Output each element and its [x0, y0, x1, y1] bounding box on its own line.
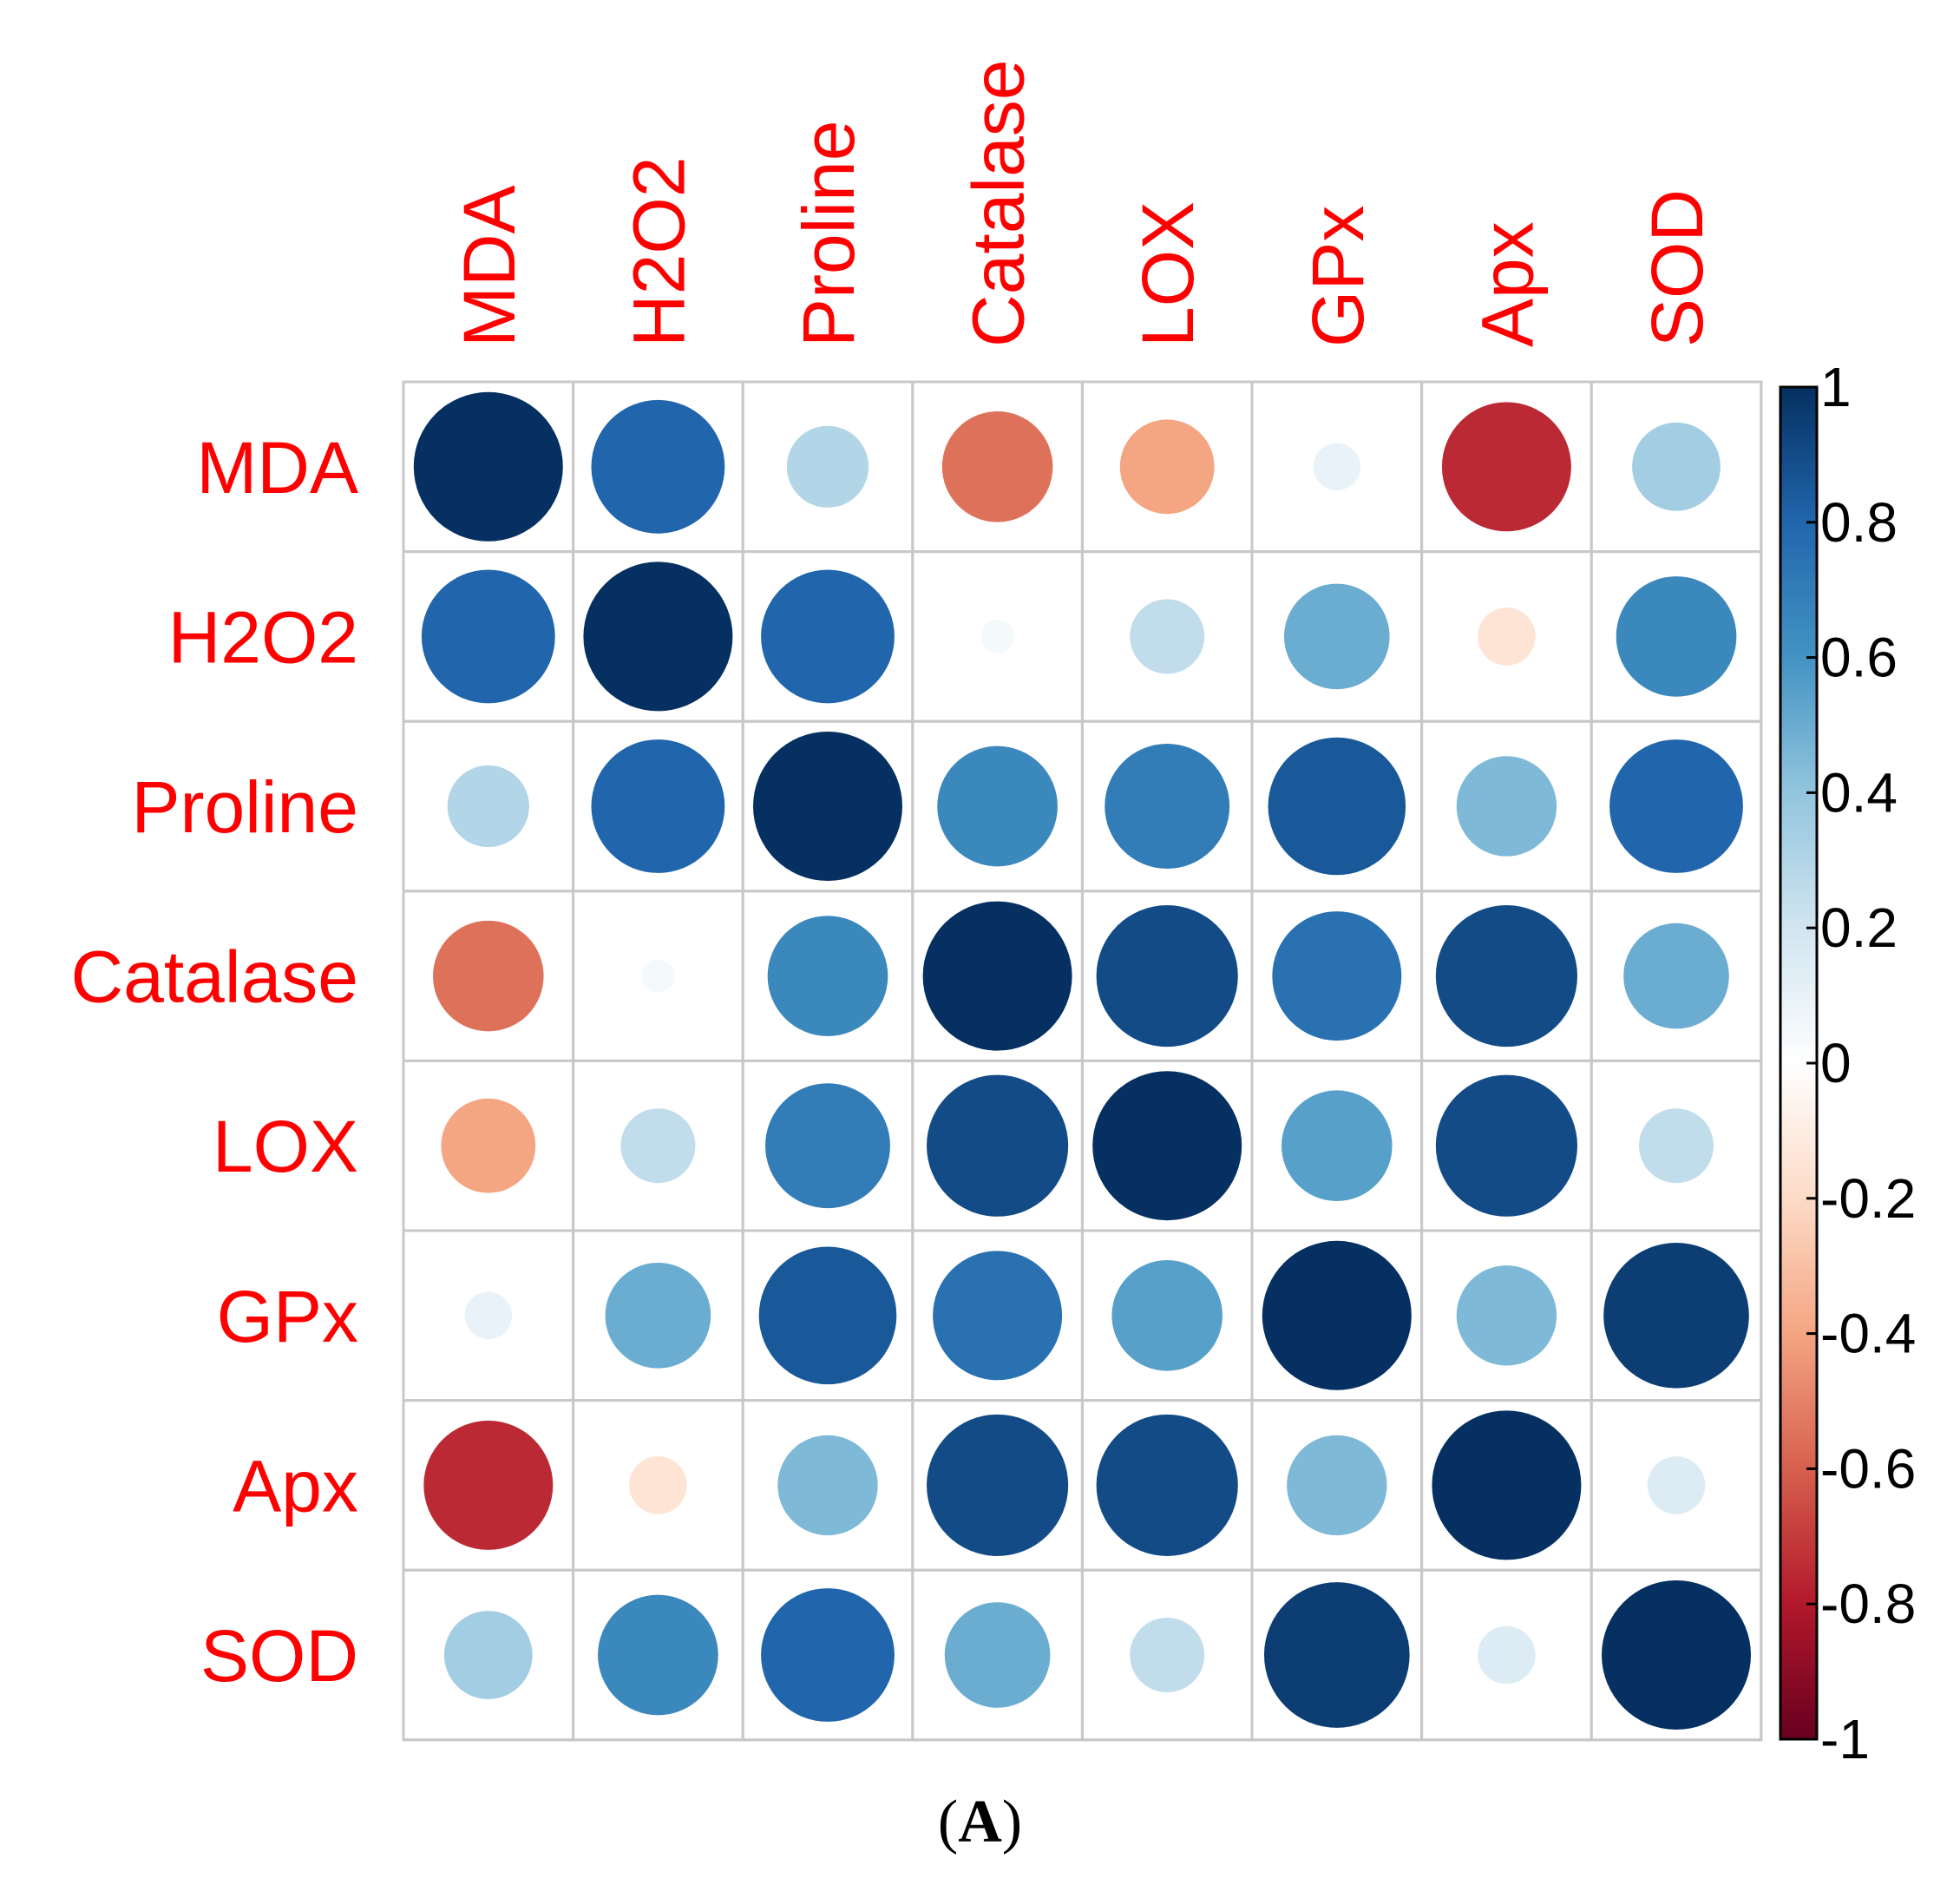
correlation-circle-H2O2-SOD — [1616, 576, 1737, 697]
correlation-circle-Proline-Proline — [753, 732, 902, 881]
panel-label: (A) — [937, 1789, 1023, 1855]
grid-cell — [1590, 1568, 1763, 1742]
correlation-circle-LOX-Catalase — [927, 1074, 1069, 1217]
colorbar-tick-label: 0.2 — [1820, 896, 1898, 959]
correlation-circle-Apx-MDA — [423, 1420, 554, 1550]
correlation-circle-H2O2-Catalase — [980, 620, 1014, 653]
correlation-circle-Apx-Catalase — [927, 1414, 1069, 1556]
correlation-circle-Catalase-H2O2 — [641, 959, 675, 993]
column-label: Proline — [788, 121, 869, 347]
correlation-circle-MDA-Proline — [786, 425, 869, 508]
correlation-circle-LOX-SOD — [1639, 1108, 1714, 1184]
correlation-circle-GPx-Proline — [758, 1246, 897, 1385]
row-label: H2O2 — [168, 596, 358, 678]
correlation-circle-H2O2-GPx — [1283, 583, 1390, 690]
row-label: Proline — [132, 766, 358, 848]
column-label: MDA — [449, 185, 530, 347]
correlation-circle-Catalase-Catalase — [922, 901, 1072, 1051]
row-label: MDA — [196, 427, 358, 509]
correlation-circle-Catalase-SOD — [1623, 923, 1729, 1029]
correlation-circle-Catalase-Proline — [767, 916, 888, 1036]
correlation-circle-LOX-LOX — [1092, 1071, 1242, 1221]
correlation-circle-Proline-Catalase — [937, 745, 1058, 867]
correlation-circle-GPx-SOD — [1603, 1242, 1749, 1389]
colorbar-tick-label: 0.8 — [1820, 491, 1898, 554]
colorbar-tick-label: -1 — [1820, 1708, 1870, 1770]
correlation-circle-Catalase-LOX — [1096, 905, 1238, 1048]
correlation-circle-LOX-H2O2 — [620, 1108, 696, 1184]
colorbar-tick-label: 0.6 — [1820, 627, 1898, 689]
colorbar-tick-label: -0.6 — [1820, 1437, 1916, 1500]
correlation-circle-Apx-LOX — [1096, 1414, 1238, 1556]
correlation-circle-GPx-H2O2 — [605, 1262, 711, 1369]
correlation-circle-H2O2-LOX — [1130, 599, 1205, 674]
colorbar-tick-label: -0.4 — [1820, 1303, 1916, 1365]
correlation-circle-H2O2-Proline — [761, 569, 895, 704]
correlation-circle-Apx-SOD — [1647, 1456, 1706, 1514]
correlation-circle-MDA-SOD — [1632, 422, 1721, 511]
correlation-circle-H2O2-H2O2 — [583, 562, 733, 712]
correlation-circle-SOD-SOD — [1602, 1580, 1751, 1730]
correlation-circle-SOD-Apx — [1478, 1625, 1536, 1685]
column-label: SOD — [1636, 189, 1718, 347]
colorbar-tick-label: 0 — [1820, 1032, 1852, 1094]
correlation-circle-GPx-Apx — [1456, 1265, 1557, 1366]
correlation-circle-Proline-GPx — [1268, 737, 1406, 876]
correlation-circle-H2O2-Apx — [1478, 607, 1536, 666]
correlation-circle-Proline-MDA — [447, 765, 529, 848]
correlation-circle-LOX-GPx — [1282, 1090, 1393, 1201]
correlation-circle-SOD-LOX — [1130, 1618, 1205, 1692]
row-label: Catalase — [70, 936, 358, 1018]
column-label: GPx — [1297, 206, 1379, 347]
correlation-circle-SOD-Catalase — [944, 1602, 1051, 1708]
correlation-circle-SOD-Proline — [761, 1588, 895, 1722]
correlation-circle-Apx-Proline — [777, 1435, 878, 1536]
correlation-circle-LOX-Apx — [1435, 1074, 1577, 1217]
correlation-circle-Catalase-GPx — [1272, 911, 1402, 1041]
colorbar-tick-label: 0.4 — [1820, 761, 1898, 824]
row-label: SOD — [200, 1615, 358, 1697]
correlation-circle-SOD-GPx — [1263, 1582, 1410, 1728]
row-label: LOX — [213, 1106, 358, 1187]
row-label: Apx — [233, 1445, 358, 1527]
correlation-circle-LOX-Proline — [765, 1083, 890, 1209]
correlation-circle-SOD-H2O2 — [598, 1594, 718, 1716]
correlation-circle-GPx-GPx — [1262, 1240, 1412, 1390]
correlation-circle-Catalase-Apx — [1435, 905, 1577, 1048]
correlation-circle-Catalase-MDA — [433, 920, 544, 1032]
correlation-circle-Proline-H2O2 — [591, 739, 725, 873]
correlation-circle-GPx-LOX — [1111, 1260, 1223, 1371]
column-label: LOX — [1127, 201, 1209, 347]
colorbar-tick-label: -0.8 — [1820, 1573, 1916, 1635]
correlation-circle-LOX-MDA — [441, 1098, 536, 1193]
correlation-circle-Proline-LOX — [1105, 744, 1230, 869]
correlation-circle-GPx-MDA — [464, 1291, 512, 1339]
correlation-circle-Apx-H2O2 — [629, 1456, 687, 1514]
correlation-circle-MDA-H2O2 — [591, 399, 725, 534]
correlation-circle-Proline-Apx — [1456, 756, 1557, 857]
correlation-circle-MDA-GPx — [1313, 443, 1360, 490]
correlation-circle-Apx-Apx — [1432, 1410, 1582, 1560]
colorbar-tick-label: -0.2 — [1820, 1167, 1916, 1230]
colorbar-tick-label: 1 — [1820, 356, 1852, 418]
row-label: GPx — [217, 1276, 358, 1357]
correlation-circle-MDA-Apx — [1441, 402, 1571, 532]
column-label: H2O2 — [618, 157, 699, 347]
correlation-circle-MDA-MDA — [413, 391, 563, 542]
column-label: Apx — [1466, 221, 1548, 347]
correlation-circle-H2O2-MDA — [421, 569, 555, 704]
correlation-circle-GPx-Catalase — [933, 1251, 1063, 1381]
correlation-circle-MDA-Catalase — [941, 411, 1053, 522]
correlation-circle-Proline-SOD — [1609, 739, 1743, 873]
column-label: Catalase — [958, 59, 1039, 347]
correlation-circle-Apx-GPx — [1287, 1435, 1387, 1536]
correlation-circle-MDA-LOX — [1119, 419, 1215, 515]
correlation-circle-SOD-MDA — [443, 1611, 533, 1699]
